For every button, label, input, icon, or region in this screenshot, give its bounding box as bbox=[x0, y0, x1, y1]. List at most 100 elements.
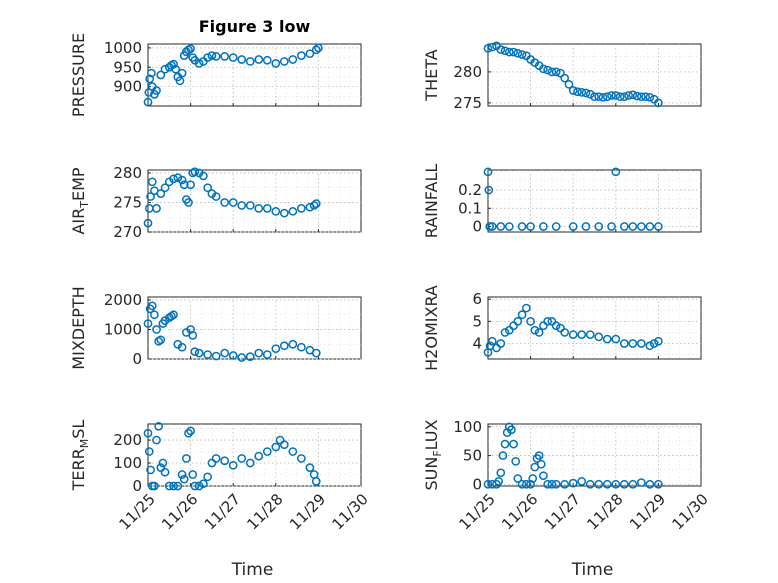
data-point bbox=[169, 481, 178, 491]
data-point bbox=[551, 321, 561, 331]
data-point bbox=[181, 454, 191, 463]
x-tick-label: 11/25 bbox=[116, 490, 159, 533]
data-point bbox=[152, 204, 161, 213]
data-point bbox=[143, 319, 153, 328]
data-point bbox=[262, 55, 272, 65]
data-point bbox=[496, 222, 506, 231]
data-point bbox=[483, 479, 493, 489]
data-point bbox=[611, 334, 621, 344]
data-point bbox=[177, 342, 187, 352]
y-tick-label: 0 bbox=[472, 475, 482, 493]
data-point bbox=[500, 439, 510, 449]
data-point bbox=[543, 317, 552, 326]
data-point bbox=[262, 350, 272, 359]
data-point bbox=[288, 447, 298, 456]
data-point bbox=[594, 92, 604, 102]
data-point bbox=[160, 467, 170, 477]
data-point bbox=[590, 92, 599, 102]
data-point bbox=[220, 198, 230, 207]
data-point bbox=[560, 73, 570, 83]
data-point bbox=[305, 202, 315, 212]
data-point bbox=[254, 348, 264, 358]
data-point bbox=[573, 87, 582, 97]
data-point bbox=[628, 339, 638, 348]
data-point bbox=[504, 47, 514, 57]
data-point bbox=[645, 479, 655, 489]
y-tick-label: 2000 bbox=[104, 291, 142, 309]
x-tick-label: 11/25 bbox=[456, 490, 499, 533]
data-point bbox=[494, 477, 503, 486]
data-point bbox=[188, 331, 198, 340]
data-point bbox=[624, 91, 633, 100]
y-axis-label: RAINFALL bbox=[422, 164, 441, 239]
data-point bbox=[147, 177, 157, 187]
data-point bbox=[551, 67, 561, 77]
data-point bbox=[177, 470, 187, 479]
data-point bbox=[288, 339, 298, 349]
data-point bbox=[245, 57, 255, 66]
x-tick-label: 11/27 bbox=[201, 490, 244, 533]
data-point bbox=[607, 91, 616, 100]
data-point bbox=[649, 339, 659, 348]
data-point bbox=[254, 204, 264, 213]
y-axis-label: H2OMIXRA bbox=[422, 285, 441, 371]
x-tick-label: 11/26 bbox=[158, 490, 201, 533]
axes-box bbox=[487, 169, 702, 233]
data-point bbox=[152, 325, 161, 334]
data-point bbox=[146, 192, 155, 201]
data-point bbox=[150, 310, 159, 320]
data-point bbox=[521, 303, 531, 313]
data-point bbox=[615, 92, 625, 102]
data-point bbox=[568, 222, 578, 231]
y-tick-label: 0 bbox=[472, 218, 482, 236]
y-axis-label: TERRMSL bbox=[69, 420, 91, 492]
y-axis-label: SUNFLUX bbox=[422, 419, 444, 490]
data-point bbox=[526, 479, 535, 489]
data-point bbox=[496, 45, 506, 54]
data-point bbox=[483, 167, 493, 177]
data-point bbox=[184, 428, 193, 438]
x-tick-label: 11/30 bbox=[329, 490, 372, 533]
data-point bbox=[526, 317, 535, 326]
data-point bbox=[190, 481, 200, 491]
y-tick-label: 0.1 bbox=[458, 199, 482, 217]
data-point bbox=[245, 352, 255, 361]
y-tick-label: 100 bbox=[113, 454, 142, 472]
data-point bbox=[194, 481, 204, 491]
y-tick-label: 0 bbox=[132, 350, 142, 368]
data-point bbox=[654, 336, 663, 346]
y-tick-label: 950 bbox=[113, 58, 142, 76]
data-point bbox=[611, 167, 621, 177]
data-point bbox=[314, 43, 323, 53]
data-point bbox=[186, 426, 195, 436]
data-point bbox=[628, 479, 638, 489]
data-point bbox=[496, 339, 506, 348]
data-point bbox=[237, 201, 247, 210]
data-point bbox=[188, 470, 198, 479]
data-point bbox=[152, 86, 161, 95]
rainfall-plot: 00.10.2 RAINFALL bbox=[422, 164, 702, 239]
data-point bbox=[521, 479, 531, 489]
data-point bbox=[654, 222, 663, 231]
data-point bbox=[628, 222, 638, 231]
data-point bbox=[513, 317, 523, 326]
data-point bbox=[305, 463, 315, 472]
terr-msl-plot: 11/25 11/26 11/27 11/28 11/29 11/30 0 100 200 TER… bbox=[69, 420, 372, 534]
data-point bbox=[288, 206, 298, 216]
y-tick-label: 1000 bbox=[104, 39, 142, 57]
data-point bbox=[585, 89, 595, 99]
data-point bbox=[487, 42, 497, 52]
data-point bbox=[628, 90, 638, 100]
data-point bbox=[199, 479, 208, 489]
data-point bbox=[156, 70, 166, 80]
data-point bbox=[156, 335, 166, 345]
data-point bbox=[220, 456, 230, 466]
data-point bbox=[637, 478, 646, 487]
data-point bbox=[254, 451, 264, 461]
data-point bbox=[556, 68, 565, 78]
data-point bbox=[173, 481, 183, 491]
data-point bbox=[517, 50, 527, 59]
data-point bbox=[517, 479, 527, 489]
data-point bbox=[144, 447, 154, 456]
data-point bbox=[585, 479, 595, 489]
